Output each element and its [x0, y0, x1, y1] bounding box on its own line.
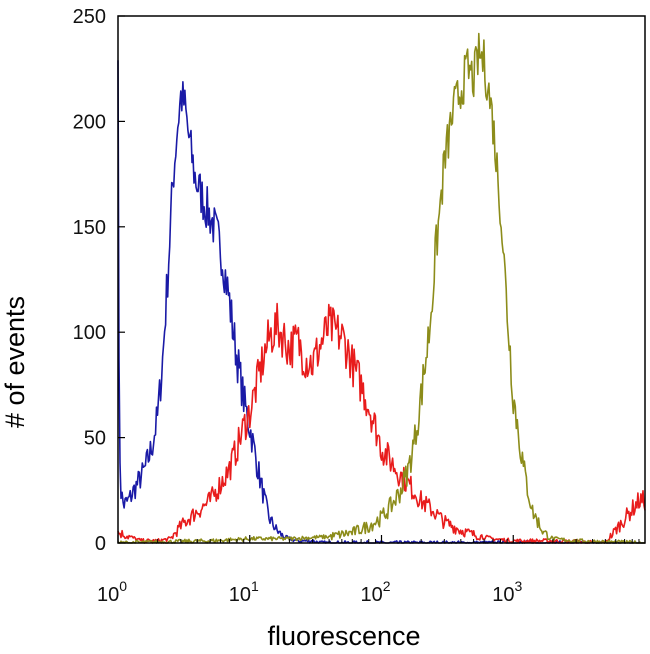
x-tick-label: 102	[360, 578, 390, 606]
x-tick-label: 101	[229, 578, 259, 606]
y-tick-label: 200	[73, 111, 106, 133]
plot-area-frame	[117, 15, 646, 544]
y-axis-title: # of events	[0, 296, 30, 428]
y-tick-label: 50	[84, 428, 106, 450]
y-tick-label: 250	[73, 6, 106, 28]
x-tick-label: 103	[492, 578, 522, 606]
y-tick-label: 150	[73, 217, 106, 239]
series-line-1	[117, 302, 646, 544]
series-line-0	[117, 60, 645, 544]
y-tick-label: 0	[95, 533, 106, 555]
series-line-2	[117, 32, 646, 544]
y-tick-label: 100	[73, 322, 106, 344]
x-tick-label: 100	[97, 578, 127, 606]
x-axis-title: fluorescence	[267, 621, 420, 651]
